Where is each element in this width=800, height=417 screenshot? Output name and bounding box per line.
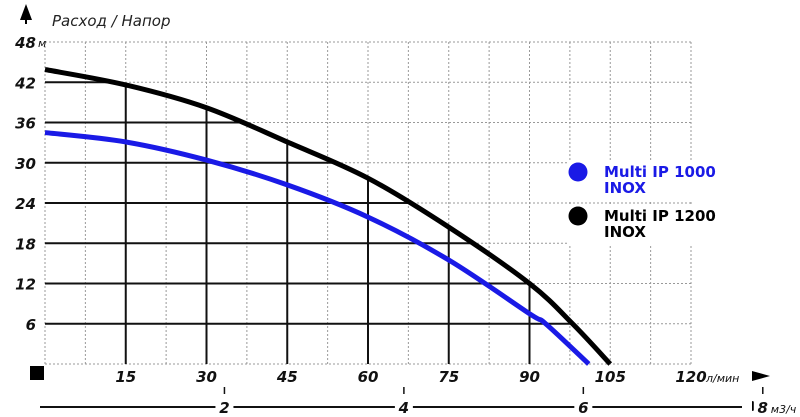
y-tick-label: 18 <box>15 235 36 253</box>
legend-bg <box>568 160 768 200</box>
x-unit: л/мин <box>705 372 739 385</box>
y-tick-label: 30 <box>15 155 36 173</box>
x2-tick-bg <box>394 398 413 416</box>
y-tick-label: 6 <box>26 316 36 334</box>
legend-label-line2: INOX <box>604 179 646 197</box>
x2-tick-bg <box>753 398 772 416</box>
x-axis-arrow-icon <box>752 371 770 381</box>
chart-title: Расход / Напор <box>52 12 170 30</box>
x-tick-label: 15 <box>115 368 136 386</box>
legend-label-line1: Multi IP 1200 <box>604 207 716 225</box>
legend-label-line1: Multi IP 1000 <box>604 163 716 181</box>
x2-tick-label: 4 <box>398 399 409 417</box>
x2-tick-label: 2 <box>219 399 229 417</box>
y-tick-label: 48 <box>14 34 36 52</box>
x2-tick-bg <box>215 398 234 416</box>
x-tick-label: 45 <box>276 368 298 386</box>
series-line-0 <box>44 130 591 366</box>
y-axis-arrow-icon <box>20 4 32 20</box>
x-tick-label: 105 <box>595 368 626 386</box>
x2-tick-bg <box>574 398 593 416</box>
y-tick-label: 42 <box>14 74 36 92</box>
legend-label-line2: INOX <box>604 223 646 241</box>
x-tick-label: 90 <box>519 368 540 386</box>
legend-marker-icon <box>568 162 588 182</box>
series-line-1 <box>44 67 613 366</box>
origin-square-icon <box>30 366 44 380</box>
x2-tick-label: 8 <box>758 399 768 417</box>
x-tick-label: 120 <box>675 368 706 386</box>
y-unit: м <box>38 37 46 50</box>
x2-tick-label: 6 <box>578 399 588 417</box>
x2-unit: м3/ч <box>771 403 797 416</box>
x-tick-label: 60 <box>358 368 379 386</box>
legend-bg <box>568 204 768 244</box>
x-tick-label: 30 <box>196 368 217 386</box>
curves <box>44 67 613 366</box>
y-tick-label: 12 <box>15 276 36 294</box>
y-tick-label: 36 <box>15 115 36 133</box>
y-tick-label: 24 <box>15 195 36 213</box>
legend-marker-icon <box>568 206 588 226</box>
x-tick-label: 75 <box>438 368 459 386</box>
